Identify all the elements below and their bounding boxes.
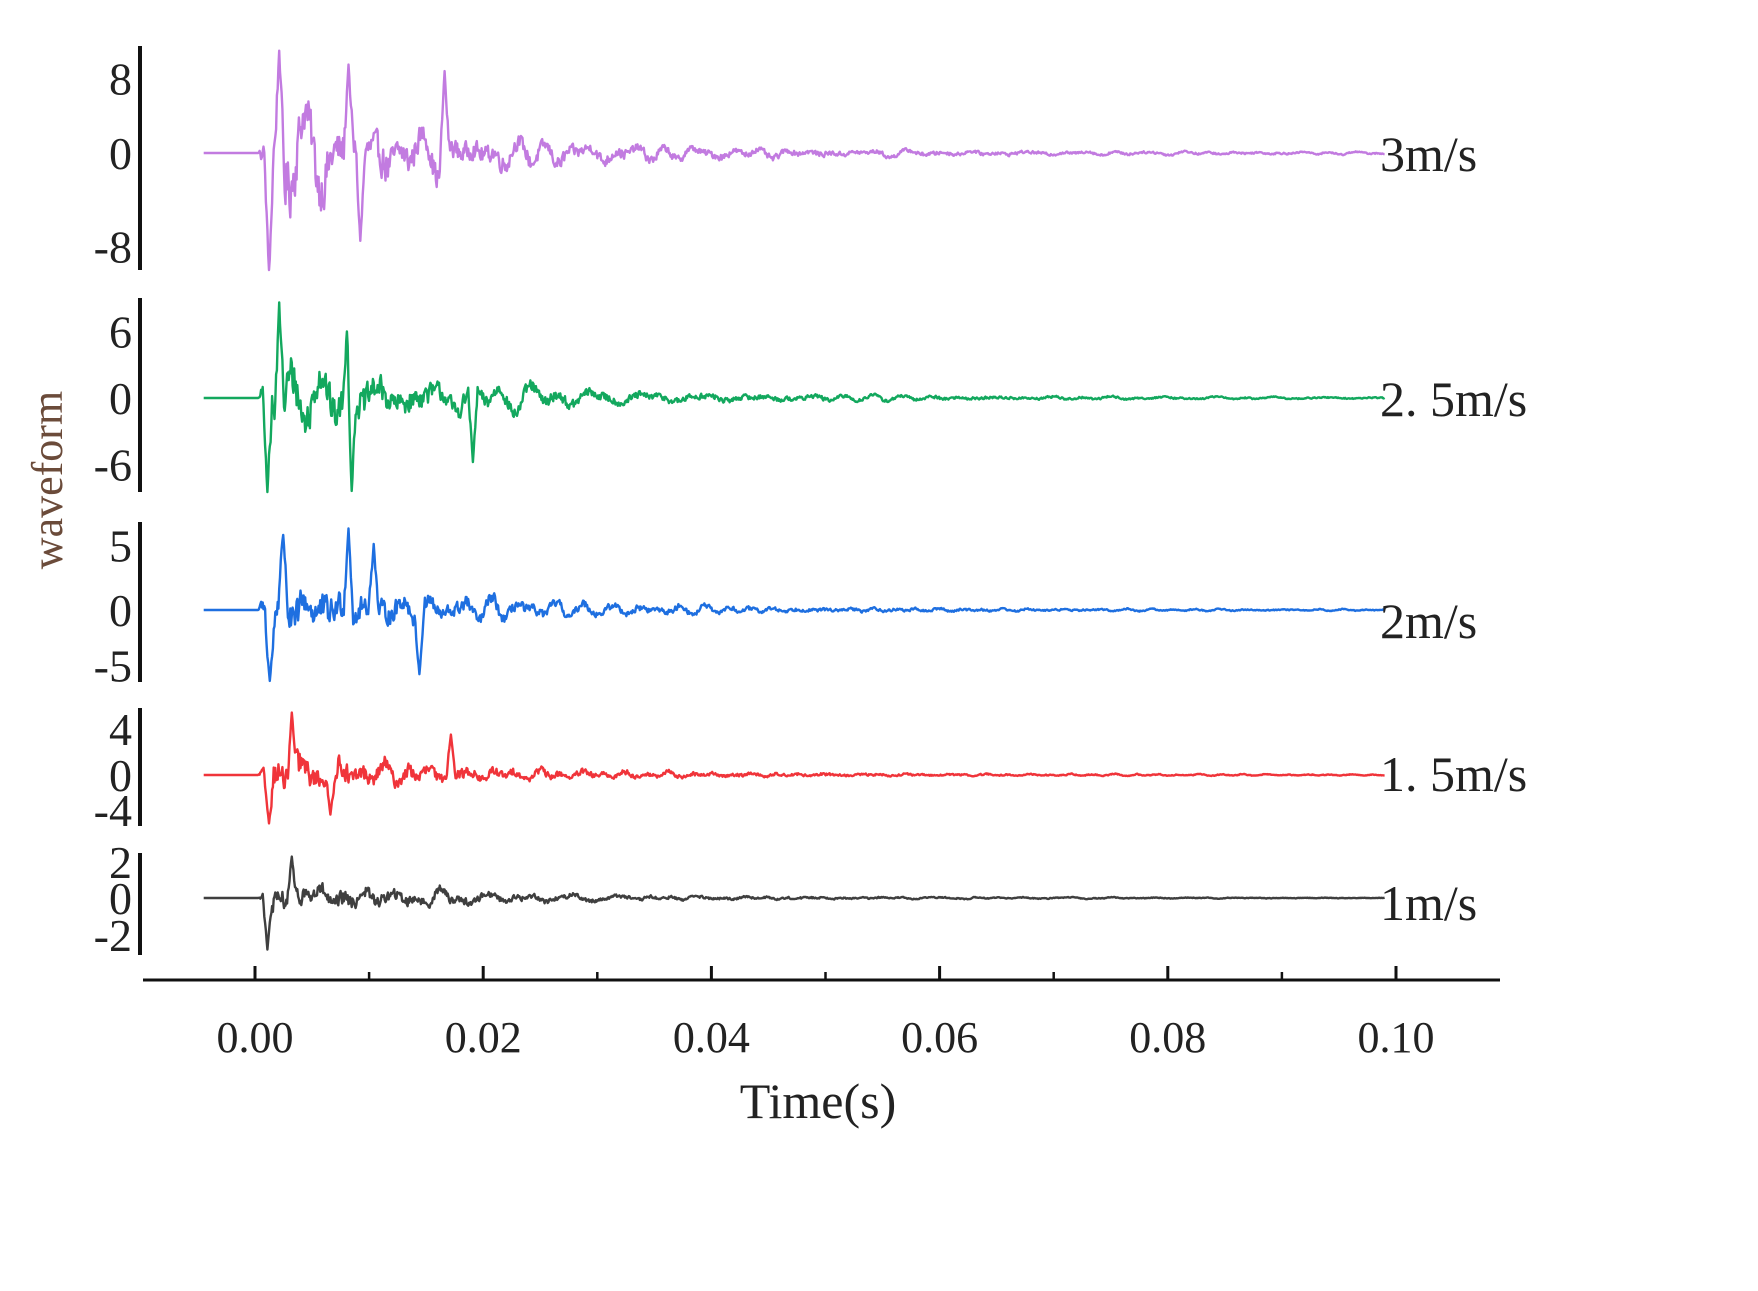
y-axis-title: waveform <box>23 391 72 569</box>
y-tick-label: -8 <box>94 222 132 273</box>
waveform-panel: -8 0 8 3m/s <box>94 46 1477 273</box>
x-tick-label: 0.08 <box>1129 1013 1206 1062</box>
series-line <box>203 527 1385 683</box>
waveform-panel: -50 5 2m/s <box>94 520 1478 691</box>
series-label: 1m/s <box>1380 875 1477 931</box>
y-tick-label: 0 <box>109 128 132 179</box>
waveform-panel: -404 1. 5m/s <box>94 704 1528 836</box>
series-label: 3m/s <box>1380 126 1477 182</box>
x-axis-title: Time(s) <box>740 1073 897 1129</box>
y-tick-label: -5 <box>94 640 132 691</box>
y-tick-label: 2 <box>109 837 132 888</box>
time-axis-ticks: 0.00 0.02 0.04 0.06 0.08 0.10 <box>217 966 1435 1062</box>
waveform-panel: -202 1m/s <box>94 837 1478 961</box>
series-line <box>203 711 1385 825</box>
y-tick-label: 4 <box>109 704 132 755</box>
y-tick-label: 6 <box>109 306 132 357</box>
series-label: 2m/s <box>1380 593 1477 649</box>
series-line <box>203 855 1385 951</box>
series-line <box>203 301 1386 494</box>
series-label: 2. 5m/s <box>1380 371 1527 427</box>
x-tick-label: 0.02 <box>445 1013 522 1062</box>
x-tick-label: 0.00 <box>217 1013 294 1062</box>
y-tick-label: 5 <box>109 520 132 571</box>
y-tick-label: 0 <box>109 873 132 924</box>
y-tick-label: 0 <box>109 585 132 636</box>
y-tick-label: -4 <box>94 785 132 836</box>
y-tick-label: -2 <box>94 910 132 961</box>
series-label: 1. 5m/s <box>1380 746 1527 802</box>
y-tick-label: -6 <box>94 439 132 490</box>
waveform-panel: -6 0 6 2. 5m/s <box>94 298 1527 494</box>
x-tick-label: 0.10 <box>1358 1013 1435 1062</box>
y-tick-label: 8 <box>109 54 132 105</box>
x-tick-label: 0.04 <box>673 1013 750 1062</box>
y-tick-label: 0 <box>109 750 132 801</box>
x-tick-label: 0.06 <box>901 1013 978 1062</box>
time-axis: 0.00 0.02 0.04 0.06 0.08 0.10 <box>143 966 1500 1062</box>
series-line <box>203 49 1385 272</box>
y-tick-label: 0 <box>109 373 132 424</box>
